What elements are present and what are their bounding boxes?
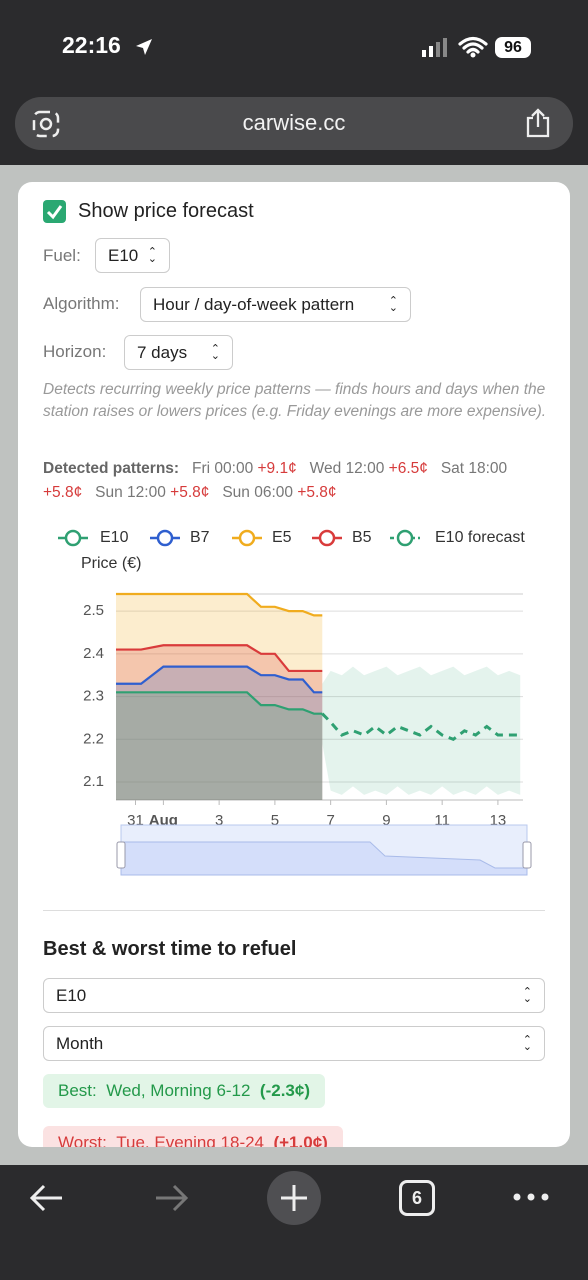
y-tick-label: 2.2	[83, 730, 104, 747]
legend-label: E10	[100, 529, 129, 546]
legend-item[interactable]: B7	[150, 529, 210, 547]
share-icon[interactable]	[525, 108, 551, 138]
y-tick-label: 2.5	[83, 602, 104, 619]
legend-marker	[64, 529, 82, 547]
patterns: Detected patterns: Fri 00:00 +9.1¢ Wed 1…	[43, 457, 548, 505]
y-tick-label: 2.1	[83, 773, 104, 790]
location-icon	[136, 39, 152, 55]
area	[116, 666, 323, 800]
checkbox[interactable]	[43, 200, 66, 223]
url[interactable]: carwise.cc	[242, 110, 346, 135]
best-label: Best:	[58, 1081, 97, 1100]
refuel-fuel: E10	[56, 985, 87, 1005]
y-tick-label: 2.4	[83, 645, 104, 662]
x-tick-label: 3	[215, 812, 223, 829]
url-bar[interactable]: carwise.cc	[15, 97, 573, 150]
line	[116, 665, 323, 694]
horizon-label: Horizon:	[43, 342, 107, 361]
horizon-select[interactable]: 7 days ⌃ ⌄	[124, 335, 233, 370]
x-tick-label: 9	[382, 812, 390, 829]
forecast-band	[322, 666, 521, 795]
worst-delta: (+1.0¢)	[273, 1133, 328, 1147]
legend-marker	[156, 529, 174, 547]
divider	[43, 910, 545, 911]
patterns-label: Detected patterns:	[43, 460, 180, 477]
pattern-delta: +5.8¢	[43, 484, 83, 501]
x-tick-label: 7	[326, 812, 334, 829]
zoom-slider[interactable]	[116, 824, 532, 876]
fuel-label: Fuel:	[43, 246, 81, 265]
best-delta: (-2.3¢)	[259, 1081, 310, 1100]
slider-shape	[120, 841, 528, 876]
legend-label: E10 forecast	[435, 529, 525, 546]
legend-item[interactable]: E10	[58, 529, 129, 547]
refuel-fuel-select[interactable]: E10 ⌃ ⌄	[43, 978, 545, 1013]
fuel-select[interactable]: E10 ⌃ ⌄	[95, 238, 170, 273]
refuel-period: Month	[56, 1033, 104, 1053]
checkbox-label[interactable]: Show price forecast	[78, 200, 254, 222]
fuel-value: E10	[108, 245, 139, 265]
legend-label: B7	[190, 529, 210, 546]
slider-handle	[116, 841, 126, 869]
horizon-value: 7 days	[137, 342, 188, 362]
best-pill: Best: Wed, Morning 6-12 (-2.3¢)	[43, 1074, 325, 1108]
description: Detects recurring weekly price patterns …	[43, 381, 547, 420]
pattern-time: Sun 06:00	[222, 484, 293, 501]
y-tick-label: 2.3	[83, 688, 104, 705]
wifi-icon	[458, 36, 488, 58]
pattern-time: Wed 12:00	[309, 460, 385, 477]
algorithm-label: Algorithm:	[43, 294, 120, 313]
refuel-title: Best & worst time to refuel	[43, 938, 297, 960]
worst-pill: Worst: Tue, Evening 18-24 (+1.0¢)	[43, 1126, 343, 1147]
browser-toolbar: 6	[0, 1165, 588, 1280]
legend-marker	[318, 529, 336, 547]
chart: Price (€) 2.12.22.32.42.531 Aug 3 5 7 9 11 13E1…	[58, 529, 532, 876]
lens-icon[interactable]	[32, 110, 60, 138]
legend-marker	[396, 529, 414, 547]
pattern-delta: +6.5¢	[388, 460, 428, 477]
menu-button[interactable]	[512, 1191, 550, 1203]
line	[116, 592, 323, 617]
browser-top: 22:16 96 carwise.cc	[0, 0, 588, 165]
area	[116, 645, 323, 800]
algorithm-select[interactable]: Hour / day-of-week pattern ⌃ ⌄	[140, 287, 411, 322]
best-text: Wed, Morning 6-12	[106, 1081, 251, 1100]
battery: 96	[495, 37, 531, 58]
pattern-time: Sat 18:00	[440, 460, 508, 477]
line	[116, 644, 323, 673]
back-button[interactable]	[28, 1183, 66, 1213]
area	[116, 692, 323, 800]
legend-marker	[238, 529, 256, 547]
pattern-delta: +5.8¢	[297, 484, 337, 501]
line	[116, 691, 323, 715]
y-axis-label: Price (€)	[81, 555, 141, 572]
worst-text: Tue, Evening 18-24	[116, 1133, 265, 1147]
pattern-delta: +5.8¢	[170, 484, 210, 501]
forward-button[interactable]	[152, 1183, 190, 1213]
pattern-time: Sun 12:00	[95, 484, 166, 501]
legend-item[interactable]: E10 forecast	[390, 529, 525, 547]
clock: 22:16	[62, 32, 121, 58]
legend-label: B5	[352, 529, 372, 546]
worst-label: Worst:	[58, 1133, 107, 1147]
legend-label: E5	[272, 529, 292, 546]
new-tab-button[interactable]	[267, 1171, 321, 1225]
forecast-panel: Show price forecast Fuel: E10 ⌃ ⌄ Algorith…	[18, 182, 570, 1147]
tabs-button[interactable]: 6	[399, 1180, 435, 1216]
refuel-period-select[interactable]: Month ⌃ ⌄	[43, 1026, 545, 1061]
x-tick-label: 5	[271, 812, 279, 829]
legend-item[interactable]: B5	[312, 529, 372, 547]
pattern-delta: +9.1¢	[257, 460, 297, 477]
algorithm-value: Hour / day-of-week pattern	[153, 294, 355, 314]
legend-item[interactable]: E5	[232, 529, 292, 547]
pattern-time: Fri 00:00	[192, 460, 254, 477]
signal-icon	[422, 38, 447, 57]
slider-handle	[522, 841, 532, 869]
line	[321, 712, 521, 742]
